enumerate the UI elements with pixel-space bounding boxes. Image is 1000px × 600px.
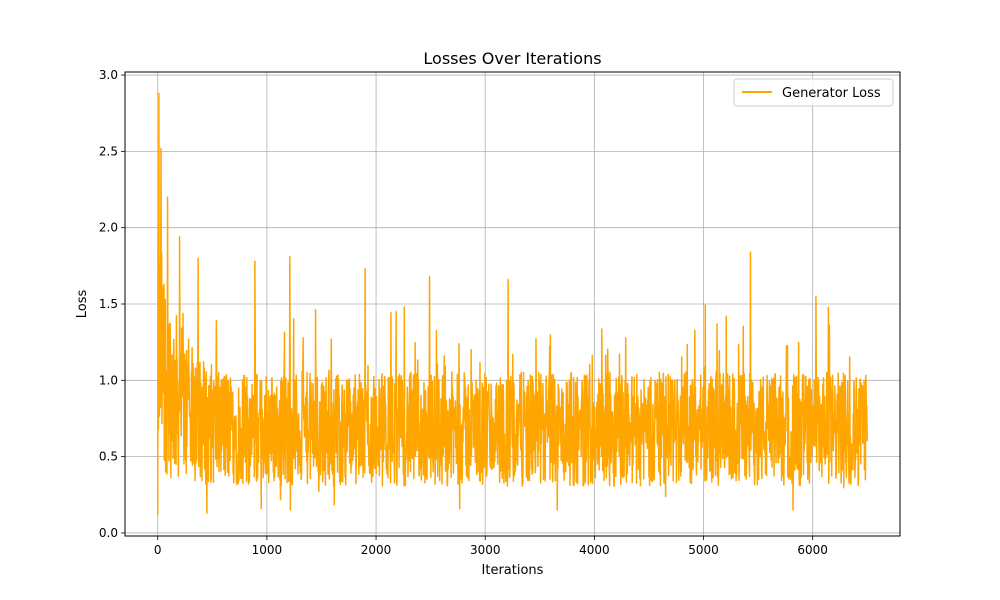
y-tick-label: 2.5 [99,144,118,158]
x-tick-label: 4000 [579,543,610,557]
legend-box [733,78,894,107]
y-axis-label: Loss [75,290,90,319]
legend-label-generator-loss: Generator Loss [782,86,881,101]
x-tick-label: 0 [154,543,162,557]
x-tick-label: 2000 [361,543,392,557]
y-tick-label: 3.0 [99,68,118,82]
series-line-generator-loss [157,92,868,515]
series-layer [157,92,868,515]
y-tick-label: 1.5 [99,297,118,311]
y-tick-label: 1.0 [99,373,118,387]
x-tick-label: 6000 [797,543,828,557]
y-axis: 0.0 0.5 1.0 1.5 2.0 2.5 3.0 [99,68,125,540]
x-axis: 0 1000 2000 3000 4000 5000 6000 [154,536,828,557]
x-tick-label: 3000 [470,543,501,557]
x-tick-label: 1000 [252,543,283,557]
y-tick-label: 0.5 [99,450,118,464]
legend: Generator Loss [733,78,894,107]
x-tick-label: 5000 [688,543,719,557]
y-tick-label: 2.0 [99,221,118,235]
x-axis-label: Iterations [482,563,544,578]
chart-title: Losses Over Iterations [423,49,601,68]
y-tick-label: 0.0 [99,526,118,540]
